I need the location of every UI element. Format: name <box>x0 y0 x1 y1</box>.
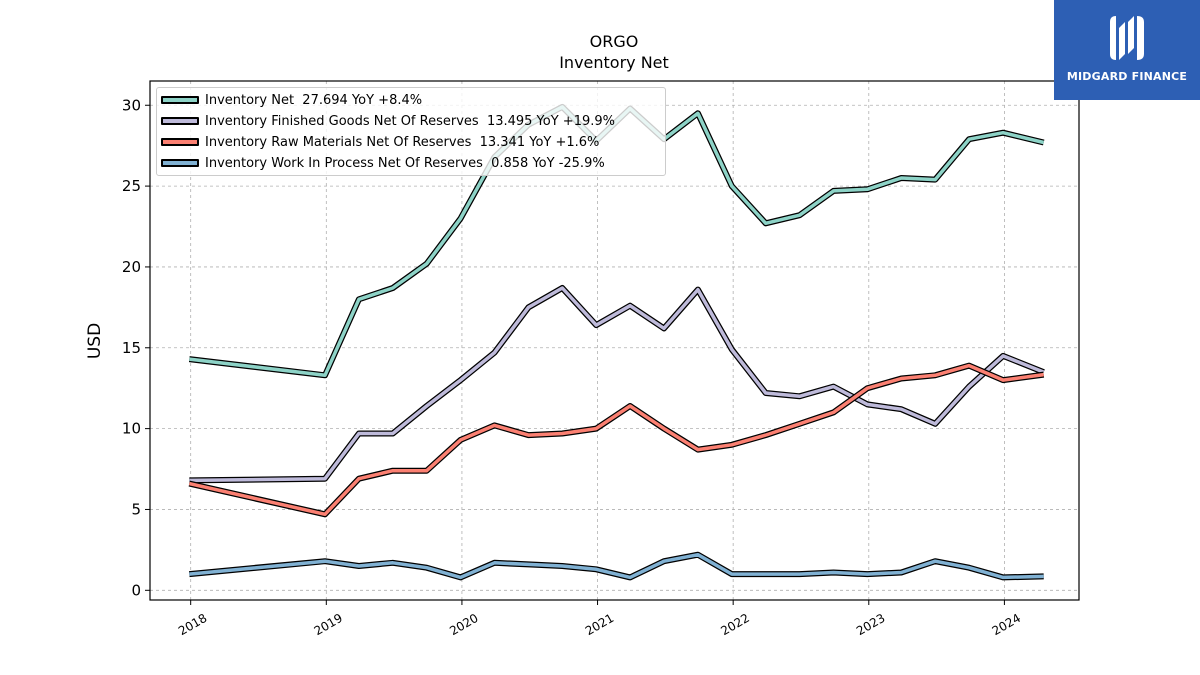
legend-label-inventory-net: Inventory Net 27.694 YoY +8.4% <box>205 92 423 108</box>
legend-label-raw-materials: Inventory Raw Materials Net Of Reserves … <box>205 134 600 150</box>
series-layer <box>188 103 1045 581</box>
legend-swatch-finished-goods <box>161 117 199 125</box>
series-line-inventory-work-in-process-net-of-reserves <box>189 552 1044 580</box>
chart-legend: Inventory Net 27.694 YoY +8.4% Inventory… <box>156 87 666 176</box>
plot-frame <box>149 80 1080 601</box>
x-tick-label: 2024 <box>990 611 1023 638</box>
legend-item-work-in-process: Inventory Work In Process Net Of Reserve… <box>161 154 605 172</box>
legend-swatch-inventory-net <box>161 96 199 104</box>
legend-swatch-work-in-process <box>161 159 199 167</box>
y-axis-label: USD <box>85 323 105 359</box>
y-tick-label: 5 <box>131 500 141 518</box>
y-tick-label: 10 <box>122 420 141 438</box>
series-outline-inventory-raw-materials-net-of-reserves <box>188 362 1045 518</box>
x-tick-label: 2020 <box>447 611 480 638</box>
x-tick-label: 2021 <box>583 611 616 638</box>
y-tick-label: 15 <box>122 339 141 357</box>
logo-mark-icon <box>1110 16 1144 60</box>
legend-item-finished-goods: Inventory Finished Goods Net Of Reserves… <box>161 112 615 130</box>
logo-text: MIDGARD FINANCE <box>1066 70 1188 83</box>
x-tick-label: 2019 <box>312 611 345 638</box>
chart-subtitle: Inventory Net <box>559 53 669 72</box>
y-tick-label: 0 <box>131 581 141 599</box>
legend-item-inventory-net: Inventory Net 27.694 YoY +8.4% <box>161 91 422 109</box>
legend-label-finished-goods: Inventory Finished Goods Net Of Reserves… <box>205 113 615 129</box>
midgard-finance-logo: MIDGARD FINANCE <box>1054 0 1200 100</box>
legend-swatch-raw-materials <box>161 138 199 146</box>
legend-label-work-in-process: Inventory Work In Process Net Of Reserve… <box>205 155 605 171</box>
series-line-inventory-finished-goods-net-of-reserves <box>189 286 1045 483</box>
x-tick-label: 2022 <box>718 611 751 638</box>
y-tick-label: 20 <box>122 258 141 276</box>
y-axis: 0 5 10 15 20 25 30 <box>122 96 150 599</box>
chart-title: ORGO <box>590 32 639 51</box>
legend-item-raw-materials: Inventory Raw Materials Net Of Reserves … <box>161 133 599 151</box>
x-tick-label: 2018 <box>176 611 209 638</box>
series-outline-inventory-finished-goods-net-of-reserves <box>189 285 1045 484</box>
series-line-inventory-raw-materials-net-of-reserves <box>188 363 1044 517</box>
y-tick-label: 30 <box>122 96 141 114</box>
x-axis: 2018 2019 2020 2021 2022 2023 2024 <box>176 600 1023 638</box>
x-tick-label: 2023 <box>854 611 887 638</box>
y-tick-label: 25 <box>122 177 141 195</box>
